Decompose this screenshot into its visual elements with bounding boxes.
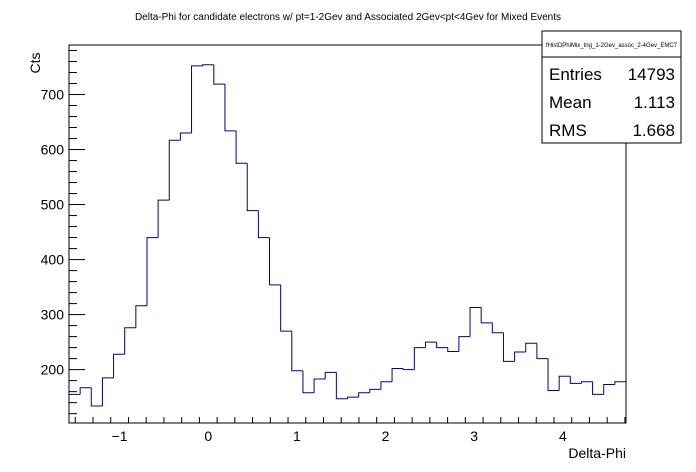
histogram-bin	[413, 347, 426, 370]
x-tick-label: 0	[204, 428, 212, 444]
x-tick-label: 1	[293, 428, 301, 444]
histogram-bin	[547, 358, 560, 392]
histogram-bin	[291, 331, 303, 372]
y-tick-label: 500	[41, 197, 65, 213]
histogram-bin	[101, 377, 114, 406]
histogram-bin	[603, 383, 615, 395]
histogram-bin	[191, 65, 203, 134]
histogram-bin	[569, 376, 582, 384]
y-axis-ticks: 200 300 400 500 600 700	[41, 50, 85, 415]
histogram-bin	[90, 387, 103, 407]
y-tick-label: 200	[41, 362, 65, 378]
histogram-bin	[480, 307, 493, 324]
histogram-bin	[335, 372, 348, 400]
histogram-bin	[469, 306, 482, 337]
stats-mean-value: 1.113	[634, 93, 675, 112]
histogram-bin	[447, 347, 459, 352]
histogram-bin	[436, 342, 448, 349]
histogram-bin	[246, 163, 259, 212]
histogram-bin	[391, 368, 404, 382]
stats-histogram-name: fHistDPhiMix_trig_1-2Gev_assoc_2-4Gev_EM…	[546, 43, 678, 49]
y-tick-label: 700	[41, 87, 65, 103]
histogram-bin	[380, 381, 393, 390]
histogram-bin	[558, 375, 571, 391]
chart-title: Delta-Phi for candidate electrons w/ pt=…	[135, 12, 561, 23]
histogram-bin	[402, 368, 415, 371]
x-tick-label: −1	[112, 428, 128, 444]
x-tick-label: 3	[470, 428, 478, 444]
histogram-bin	[514, 351, 526, 362]
histogram-bin	[168, 139, 181, 201]
histogram-bin	[424, 341, 437, 348]
y-tick-label: 600	[41, 142, 65, 158]
histogram-bin	[202, 64, 214, 66]
histogram-bin	[592, 381, 604, 395]
histogram-bin	[113, 353, 125, 378]
stats-box: fHistDPhiMix_trig_1-2Gev_assoc_2-4Gev_EM…	[541, 30, 682, 144]
histogram-bin	[614, 381, 626, 385]
histogram-bin	[269, 237, 281, 286]
x-tick-label: 4	[559, 428, 567, 444]
histogram-bin	[313, 378, 326, 393]
x-tick-label: 2	[382, 428, 390, 444]
stats-entries-value: 14793	[628, 65, 675, 84]
histogram-bin	[347, 396, 359, 399]
stats-mean-label: Mean	[549, 93, 592, 112]
histogram-bin	[502, 332, 515, 362]
stats-box-frame	[541, 30, 682, 144]
stats-rms-value: 1.668	[632, 121, 675, 140]
histogram-bin	[79, 387, 92, 395]
histogram-bin	[369, 388, 381, 393]
y-tick-label: 300	[41, 307, 65, 323]
histogram-bin	[536, 343, 549, 360]
histogram-bin	[135, 305, 147, 328]
histogram-bin	[302, 370, 315, 394]
histogram-bin	[324, 371, 337, 379]
histogram-bin	[157, 199, 170, 238]
y-tick-label: 400	[41, 252, 65, 268]
histogram-bin	[491, 322, 504, 334]
histogram-bin	[235, 130, 248, 164]
histogram-bin	[224, 84, 237, 132]
histogram-bin	[358, 392, 370, 398]
histogram-bin	[179, 132, 192, 141]
histogram-bin	[458, 336, 471, 352]
histogram-bin	[525, 342, 537, 353]
stats-entries-label: Entries	[549, 65, 602, 84]
y-axis-label: Cts	[27, 53, 43, 74]
histogram-bin	[213, 64, 225, 85]
histogram-bin	[146, 237, 159, 306]
histogram-series	[69, 64, 626, 407]
x-axis-label: Delta-Phi	[568, 445, 626, 461]
histogram-bin	[580, 381, 593, 384]
histogram-bin	[257, 210, 270, 239]
histogram-bin	[124, 327, 136, 355]
plot-frame	[68, 44, 627, 424]
x-axis-ticks: −1 0 1 2 3 4	[74, 417, 626, 444]
stats-rms-label: RMS	[549, 121, 587, 140]
histogram-bin	[280, 284, 292, 332]
